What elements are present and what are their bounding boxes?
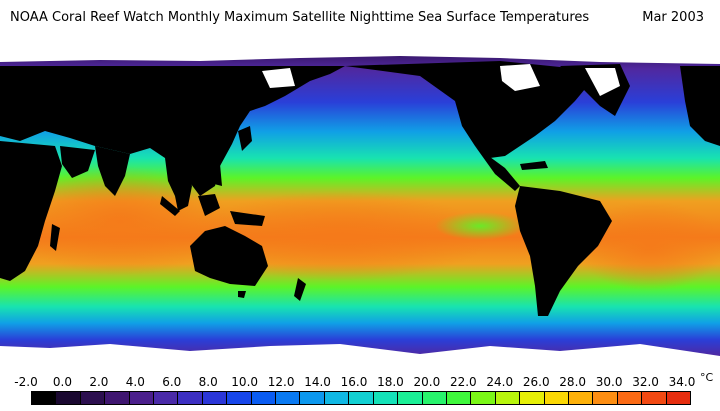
- new-zealand-landmass: [294, 278, 306, 301]
- scale-tick-label: 30.0: [595, 375, 623, 389]
- arabia-landmass: [60, 146, 95, 178]
- scale-tick-label: 22.0: [449, 375, 477, 389]
- color-scale-swatch: [398, 392, 423, 404]
- arctic-ice-left: [0, 46, 720, 64]
- scale-tick-label: 2.0: [89, 375, 109, 389]
- color-scale-swatch: [471, 392, 496, 404]
- south-america-landmass: [515, 186, 612, 316]
- new-guinea-landmass: [230, 211, 265, 226]
- africa-landmass: [0, 141, 62, 281]
- sumatra-landmass: [160, 196, 180, 216]
- scale-tick-label: 20.0: [413, 375, 441, 389]
- scale-tick-label: 12.0: [267, 375, 295, 389]
- temperature-unit: °C: [700, 371, 714, 384]
- color-scale-swatch: [324, 392, 350, 404]
- color-scale-swatch: [300, 392, 325, 404]
- south-atlantic-warm-pool: [575, 201, 720, 291]
- color-scale-swatch: [495, 392, 521, 404]
- scale-tick-label: 16.0: [340, 375, 368, 389]
- scale-tick-label: 8.0: [198, 375, 218, 389]
- tasmania-landmass: [238, 291, 246, 298]
- scale-tick-label: 32.0: [632, 375, 659, 389]
- scale-tick-label: 10.0: [231, 375, 259, 389]
- scale-tick-label: 26.0: [522, 375, 550, 389]
- color-scale-swatch: [520, 392, 545, 404]
- color-scale-swatch: [593, 392, 618, 404]
- color-scale-swatch: [32, 392, 57, 404]
- caribbean-islands: [520, 161, 548, 170]
- color-scale-swatch: [129, 392, 155, 404]
- antarctic-ice-left: [0, 344, 720, 376]
- land-masses: [0, 61, 720, 316]
- eurasia-landmass: [0, 66, 345, 196]
- color-scale-swatch: [56, 392, 81, 404]
- sst-map: [0, 46, 720, 376]
- japan-landmass: [238, 126, 252, 151]
- color-scale-swatch: [154, 392, 179, 404]
- scale-tick-label: 14.0: [304, 375, 331, 389]
- color-scale-labels: °C -2.0 0.0 2.0 4.0 6.0 8.0 10.0 12.0 14.0 16.0 18…: [0, 371, 720, 390]
- color-scale-bar: [31, 391, 691, 405]
- color-scale-swatch: [227, 392, 252, 404]
- color-scale-swatch: [422, 392, 447, 404]
- scale-tick-label: -2.0: [14, 375, 38, 389]
- color-scale-swatch: [105, 392, 130, 404]
- scale-tick-label: 34.0: [668, 375, 696, 389]
- color-scale-swatch: [666, 392, 690, 404]
- australia-landmass: [190, 226, 268, 286]
- color-scale-swatch: [349, 392, 374, 404]
- east-pacific-cold-tongue: [435, 212, 525, 240]
- sea-ice: [0, 46, 720, 376]
- india-landmass: [95, 146, 130, 196]
- hudson-bay-ice: [500, 64, 540, 91]
- sea-of-okhotsk-ice: [262, 68, 295, 88]
- color-scale-swatch: [178, 392, 203, 404]
- central-america-landmass: [475, 146, 520, 191]
- scale-tick-label: 18.0: [377, 375, 404, 389]
- scale-tick-label: 4.0: [125, 375, 145, 389]
- color-scale-swatch: [642, 392, 667, 404]
- philippines-landmass: [212, 164, 222, 186]
- scale-tick-label: 28.0: [559, 375, 587, 389]
- color-scale-swatch: [544, 392, 569, 404]
- scale-tick-label: 0.0: [52, 375, 72, 389]
- madagascar-landmass: [50, 224, 60, 251]
- map-date: Mar 2003: [642, 9, 704, 25]
- color-scale-swatch: [202, 392, 228, 404]
- color-scale-swatch: [276, 392, 301, 404]
- title-bar: NOAA Coral Reef Watch Monthly Maximum Sa…: [0, 0, 720, 46]
- color-scale-swatch: [568, 392, 594, 404]
- color-scale-swatch: [373, 392, 399, 404]
- color-scale-swatch: [617, 392, 643, 404]
- map-title: NOAA Coral Reef Watch Monthly Maximum Sa…: [10, 9, 590, 25]
- scale-tick-label: 24.0: [486, 375, 514, 389]
- borneo-landmass: [198, 194, 220, 216]
- europe-landmass: [680, 66, 720, 146]
- scale-tick-label: 6.0: [162, 375, 182, 389]
- color-scale-swatch: [80, 392, 106, 404]
- color-scale-swatch: [251, 392, 277, 404]
- color-scale-swatch: [446, 392, 472, 404]
- greenland-ice: [585, 68, 620, 96]
- indochina-landmass: [165, 158, 192, 211]
